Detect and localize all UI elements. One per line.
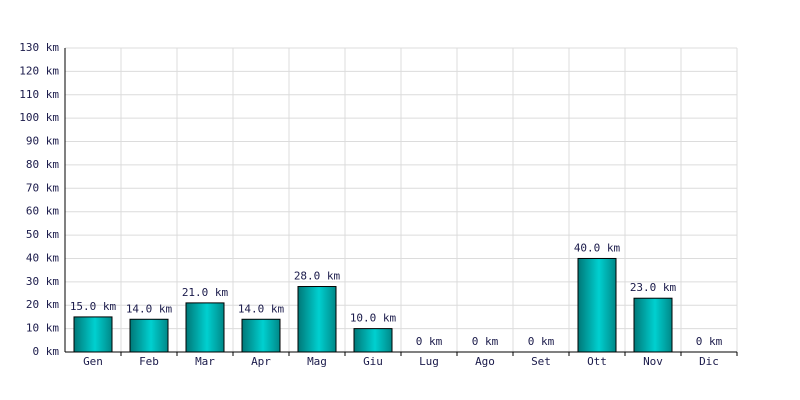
y-tick-label: 90 km xyxy=(26,135,59,148)
y-tick-label: 130 km xyxy=(19,41,59,54)
y-tick-label: 100 km xyxy=(19,111,59,124)
value-label: 28.0 km xyxy=(294,270,341,283)
bar xyxy=(185,302,225,353)
y-tick-label: 120 km xyxy=(19,64,59,77)
y-tick-label: 60 km xyxy=(26,205,59,218)
value-label: 10.0 km xyxy=(350,312,397,325)
y-tick-label: 30 km xyxy=(26,275,59,288)
value-label: 21.0 km xyxy=(182,286,229,299)
x-tick-label: Giu xyxy=(363,355,383,368)
y-tick-label: 0 km xyxy=(33,345,60,358)
value-label: 23.0 km xyxy=(630,281,677,294)
y-tick-label: 40 km xyxy=(26,251,59,264)
value-label: 15.0 km xyxy=(70,300,117,313)
value-label: 14.0 km xyxy=(238,302,285,315)
value-label: 40.0 km xyxy=(574,241,621,254)
value-label: 0 km xyxy=(472,335,499,348)
y-tick-label: 110 km xyxy=(19,88,59,101)
x-tick-label: Nov xyxy=(643,355,663,368)
x-tick-label: Set xyxy=(531,355,551,368)
value-label: 0 km xyxy=(528,335,555,348)
bar xyxy=(129,318,169,353)
y-tick-label: 50 km xyxy=(26,228,59,241)
bar xyxy=(297,286,337,353)
bar xyxy=(73,316,113,353)
x-tick-label: Ago xyxy=(475,355,495,368)
x-tick-label: Dic xyxy=(699,355,719,368)
x-tick-label: Mag xyxy=(307,355,327,368)
y-tick-label: 80 km xyxy=(26,158,59,171)
x-tick-label: Gen xyxy=(83,355,103,368)
bar xyxy=(633,297,673,353)
y-tick-label: 20 km xyxy=(26,298,59,311)
x-tick-label: Lug xyxy=(419,355,439,368)
bar xyxy=(353,328,393,353)
y-tick-label: 70 km xyxy=(26,181,59,194)
x-tick-label: Apr xyxy=(251,355,271,368)
value-label: 0 km xyxy=(696,335,723,348)
value-label: 14.0 km xyxy=(126,302,173,315)
x-tick-label: Feb xyxy=(139,355,159,368)
x-tick-label: Mar xyxy=(195,355,215,368)
value-label: 0 km xyxy=(416,335,443,348)
x-tick-label: Ott xyxy=(587,355,607,368)
y-tick-label: 10 km xyxy=(26,322,59,335)
bar xyxy=(577,257,617,353)
bar xyxy=(241,318,281,353)
